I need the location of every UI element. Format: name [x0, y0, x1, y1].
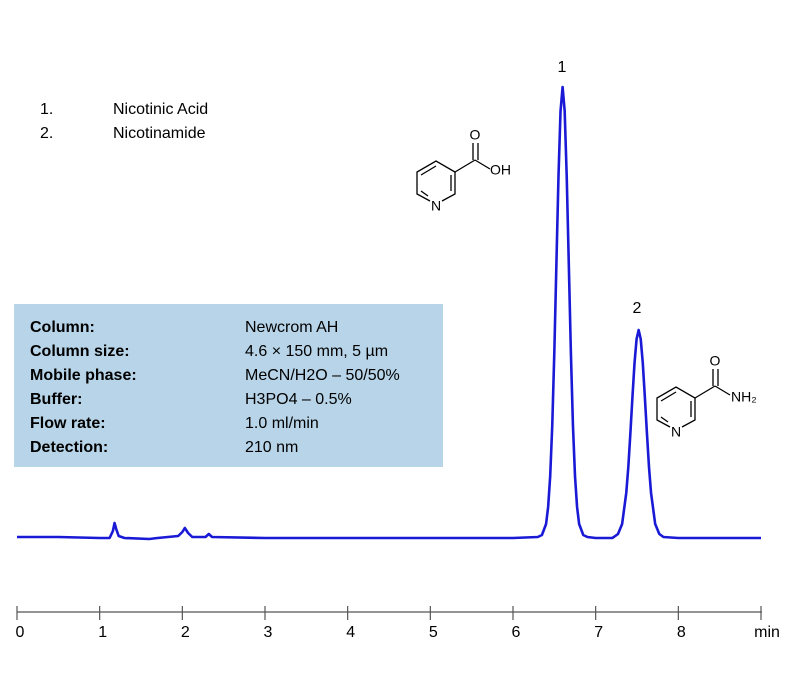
condition-label: Mobile phase: [30, 367, 137, 384]
condition-value: 210 nm [245, 439, 298, 456]
condition-label: Buffer: [30, 391, 82, 408]
condition-value: 1.0 ml/min [245, 415, 319, 432]
x-tick-label: 4 [346, 624, 355, 641]
trace [17, 85, 761, 541]
peak-label: 1 [558, 59, 567, 76]
x-tick-label: 1 [98, 624, 107, 641]
atom-label: N [431, 198, 441, 214]
x-tick-label: 5 [429, 624, 438, 641]
atom-label: OH [490, 162, 511, 178]
legend-number: 2. [40, 125, 53, 142]
structure-nicotinic-acid [416, 143, 491, 202]
legend-number: 1. [40, 101, 53, 118]
x-tick-label: 7 [594, 624, 603, 641]
conditions-box [14, 304, 443, 467]
condition-label: Column: [30, 319, 95, 336]
condition-label: Detection: [30, 439, 108, 456]
condition-label: Flow rate: [30, 415, 106, 432]
legend-name: Nicotinic Acid [113, 101, 208, 118]
atom-label: O [710, 353, 721, 369]
atom-label: N [671, 424, 681, 440]
condition-value: Newcrom AH [245, 319, 338, 336]
condition-label: Column size: [30, 343, 130, 360]
condition-value: MeCN/H2O – 50/50% [245, 367, 400, 384]
condition-value: H3PO4 – 0.5% [245, 391, 352, 408]
legend-name: Nicotinamide [113, 125, 206, 142]
atom-label: NH₂ [731, 389, 757, 405]
x-tick-label: 0 [16, 624, 25, 641]
x-tick-label: 3 [264, 624, 273, 641]
atom-label: O [470, 127, 481, 143]
x-tick-label: 6 [512, 624, 521, 641]
structure-nicotinamide [656, 369, 731, 428]
x-tick-label: 8 [677, 624, 686, 641]
condition-value: 4.6 × 150 mm, 5 µm [245, 343, 388, 360]
peak-label: 2 [633, 300, 642, 317]
x-tick-label: min [754, 624, 780, 641]
x-tick-label: 2 [181, 624, 190, 641]
